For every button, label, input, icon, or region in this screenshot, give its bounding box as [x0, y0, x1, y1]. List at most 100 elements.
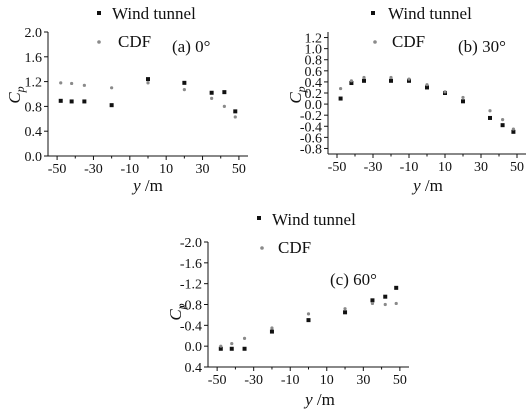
data-point-cdf-a — [210, 96, 214, 100]
x-tick-label-b: -50 — [328, 160, 347, 175]
ylabel-b: Cp — [286, 86, 308, 103]
legend-b-cdf-label: CDF — [392, 32, 425, 51]
legend-a-wind-tunnel-label: Wind tunnel — [112, 4, 196, 23]
x-tick-label-b: 30 — [474, 160, 488, 175]
data-point-cdf-a — [182, 88, 186, 92]
data-point-cdf-c — [242, 336, 247, 340]
data-point-wind-tunnel-c — [218, 346, 223, 351]
axes-c: -50 -30 -10 10 30 50 -2.0 -1.6 -1.2 -0.8 -0.4 0.0 0.… — [180, 236, 409, 388]
data-point-cdf-b — [488, 109, 492, 113]
y-tick-label-c: -1.2 — [180, 278, 202, 293]
data-point-wind-tunnel-c — [242, 346, 247, 351]
data-point-cdf-a — [222, 104, 226, 108]
x-tick-label-a: 30 — [196, 162, 210, 177]
x-tick-label-c: 10 — [320, 373, 334, 388]
legend-c-cdf-label: CDF — [278, 238, 311, 257]
data-point-wind-tunnel-b — [349, 81, 354, 86]
data-point-cdf-c — [306, 312, 311, 316]
y-tick-label-a: 1.6 — [25, 51, 43, 66]
y-tick-label-b: -0.4 — [300, 120, 322, 135]
data-point-wind-tunnel-a — [82, 99, 87, 104]
points-a — [58, 77, 238, 119]
x-tick-label-c: 30 — [356, 373, 370, 388]
x-tick-label-b: 50 — [510, 160, 524, 175]
data-point-wind-tunnel-c — [306, 318, 311, 323]
y-tick-label-b: 0.6 — [305, 65, 323, 80]
y-tick-label-a: 0.0 — [25, 150, 43, 165]
data-point-wind-tunnel-b — [461, 99, 465, 104]
y-tick-label-b: -0.8 — [300, 142, 322, 157]
data-point-wind-tunnel-a — [69, 99, 74, 104]
y-tick-label-c: -0.4 — [180, 319, 202, 334]
chart-panel-a: Wind tunnel CDF (a) 0° -50 -30 -10 10 30 50 0.… — [5, 4, 248, 195]
legend-b-wind-tunnel-marker — [371, 11, 375, 15]
data-point-wind-tunnel-b — [338, 96, 343, 101]
legend-b-cdf-marker — [373, 40, 377, 44]
legend-b-wind-tunnel-label: Wind tunnel — [388, 4, 472, 23]
x-tick-label-c: -30 — [244, 373, 263, 388]
x-tick-label-a: 50 — [232, 162, 246, 177]
panel-b-label: (b) 30° — [458, 37, 506, 56]
axes-a: -50 -30 -10 10 30 50 0.0 0.4 0.8 1.2 1.6 2.0 — [25, 26, 248, 177]
data-point-wind-tunnel-a — [109, 103, 114, 108]
legend-c-wind-tunnel-label: Wind tunnel — [272, 210, 356, 229]
data-point-wind-tunnel-c — [343, 310, 348, 315]
legend-a: Wind tunnel CDF — [97, 4, 196, 51]
y-tick-label-c: 0.0 — [185, 340, 203, 355]
data-point-cdf-c — [270, 326, 274, 330]
points-c — [218, 285, 399, 351]
data-point-cdf-a — [70, 81, 74, 86]
ylabel-a: Cp — [5, 86, 27, 103]
x-tick-label-b: -30 — [364, 160, 383, 175]
chart-panel-c: Wind tunnel CDF (c) 60° -50 -30 -10 10 30 50-… — [166, 210, 409, 409]
data-point-wind-tunnel-a — [58, 98, 63, 103]
data-point-cdf-c — [343, 307, 347, 311]
data-point-cdf-b — [461, 95, 465, 100]
data-point-wind-tunnel-b — [407, 78, 411, 83]
y-tick-label-b: 0.0 — [305, 98, 323, 113]
legend-c-cdf-marker — [260, 246, 264, 250]
x-tick-label-c: -10 — [281, 373, 300, 388]
data-point-cdf-c — [219, 344, 223, 348]
legend-a-cdf-marker — [97, 40, 101, 44]
legend-a-cdf-label: CDF — [118, 32, 151, 51]
data-point-cdf-b — [362, 75, 366, 80]
legend-c-wind-tunnel-marker — [257, 216, 261, 220]
data-point-cdf-b — [425, 83, 429, 87]
data-point-wind-tunnel-b — [425, 85, 429, 90]
y-tick-label-b: -0.6 — [300, 131, 322, 146]
data-point-wind-tunnel-c — [269, 329, 274, 334]
x-tick-label-c: -50 — [208, 373, 227, 388]
data-point-wind-tunnel-a — [233, 109, 238, 114]
data-point-cdf-c — [230, 341, 234, 346]
x-tick-label-a: -10 — [120, 162, 139, 177]
x-tick-label-b: -10 — [400, 160, 419, 175]
x-tick-label-a: 10 — [159, 162, 173, 177]
y-tick-label-a: 1.2 — [25, 76, 43, 91]
data-point-cdf-b — [339, 86, 343, 91]
data-point-cdf-b — [443, 90, 447, 94]
ylabel-c: Cp — [166, 303, 188, 320]
x-tick-label-b: 10 — [438, 160, 452, 175]
data-point-cdf-a — [110, 86, 114, 90]
panel-a-label: (a) 0° — [172, 37, 210, 56]
y-tick-label-b: 0.8 — [305, 54, 323, 69]
y-tick-label-b: -0.2 — [300, 109, 322, 124]
y-tick-label-b: 0.2 — [305, 87, 323, 102]
data-point-cdf-b — [511, 127, 515, 131]
data-point-cdf-a — [146, 81, 150, 85]
y-tick-label-c: -2.0 — [180, 236, 202, 251]
y-tick-label-a: 0.8 — [25, 100, 43, 115]
y-tick-label-c: -1.6 — [180, 257, 202, 272]
chart-panel-b: Wind tunnel CDF (b) 30° -50 -30 -10 10 30 50 -… — [286, 4, 526, 195]
legend-a-wind-tunnel-marker — [97, 11, 101, 15]
y-tick-label-a: 0.4 — [25, 125, 43, 140]
data-point-cdf-b — [407, 77, 411, 81]
data-point-cdf-c — [394, 301, 398, 306]
y-tick-label-c: 0.4 — [185, 361, 203, 376]
data-point-wind-tunnel-b — [488, 115, 492, 120]
xlabel-a: y /m — [131, 176, 163, 195]
data-point-wind-tunnel-a — [209, 90, 214, 95]
xlabel-c: y /m — [303, 390, 335, 409]
